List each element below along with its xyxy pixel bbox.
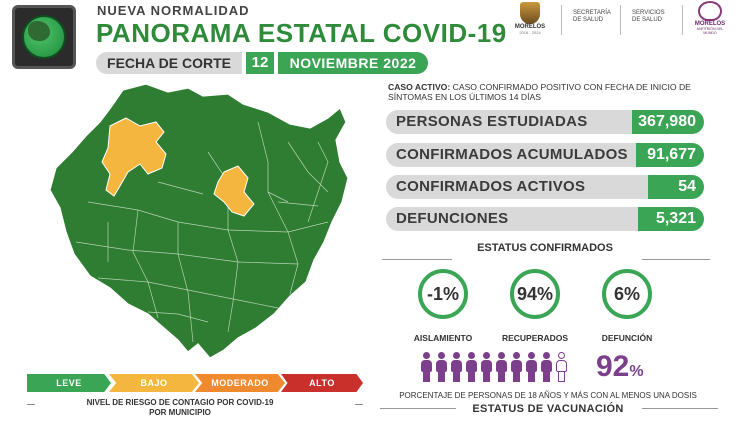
vaccination-title: ESTATUS DE VACUNACIÓN	[472, 403, 624, 415]
stat-label: CONFIRMADOS ACTIVOS	[386, 175, 648, 199]
logo-servicios: SERVICIOS DE SALUD	[632, 10, 665, 24]
risk-legend: LEVE BAJO MODERADO ALTO	[27, 374, 363, 392]
caption-divider	[355, 404, 363, 405]
stat-label: PERSONAS ESTUDIADAS	[386, 110, 632, 134]
stat-confirmados-activos: CONFIRMADOS ACTIVOS 54	[386, 175, 704, 199]
person-icon	[555, 352, 568, 382]
logo-servicios-line1: SERVICIOS	[632, 10, 665, 16]
person-icon	[465, 352, 478, 382]
status-value: -1%	[426, 284, 459, 304]
logo-morelos-period: 2018 - 2024	[519, 30, 541, 35]
logo-brand-sub: ANFITRIÓN DEL MUNDO	[696, 27, 724, 35]
status-circle-recuperados: 94%	[510, 269, 560, 319]
risk-level-leve: LEVE	[27, 374, 111, 392]
person-icon	[510, 352, 523, 382]
status-label-recuperados: RECUPERADOS	[501, 333, 569, 343]
page-title: PANORAMA ESTATAL COVID-19	[96, 18, 507, 48]
risk-level-label: MODERADO	[211, 378, 269, 388]
fecha-mes: NOVIEMBRE 2022	[278, 52, 428, 74]
vaccination-percent: 92%	[596, 350, 644, 384]
logo-secretaria-line2: DE SALUD	[573, 17, 604, 23]
stat-value: 91,677	[636, 143, 704, 167]
logo-morelos-brand: MORELOS ANFITRIÓN DEL MUNDO	[690, 1, 730, 35]
person-icon	[435, 352, 448, 382]
person-icon	[525, 352, 538, 382]
fecha-dia: 12	[246, 52, 274, 74]
traffic-light-green-icon	[12, 5, 76, 69]
section-divider	[642, 408, 718, 409]
person-icon	[495, 352, 508, 382]
status-value: 94%	[516, 284, 554, 304]
logo-secretaria: SECRETARÍA DE SALUD	[573, 10, 611, 24]
stat-value: 54	[648, 175, 704, 199]
risk-caption-text: NIVEL DE RIESGO DE CONTAGIO POR	[86, 398, 237, 407]
logo-brand-text: MORELOS	[694, 21, 726, 27]
flower-logo-icon	[698, 1, 722, 21]
risk-caption: NIVEL DE RIESGO DE CONTAGIO POR COVID-19…	[30, 398, 330, 418]
risk-level-alto: ALTO	[281, 374, 363, 392]
risk-caption-covid: COVID-19	[236, 398, 274, 407]
risk-level-label: BAJO	[140, 378, 168, 388]
map-region-bajo-1	[101, 117, 167, 197]
status-label-defuncion: DEFUNCIÓN	[601, 333, 653, 343]
stat-label: DEFUNCIONES	[386, 207, 638, 231]
logo-divider	[561, 5, 562, 35]
section-divider	[382, 259, 452, 260]
stat-personas-estudiadas: PERSONAS ESTUDIADAS 367,980	[386, 110, 704, 134]
logo-morelos-text: MORELOS	[514, 24, 546, 30]
logo-divider	[682, 5, 683, 35]
fecha-label: FECHA DE CORTE	[96, 52, 242, 74]
stat-confirmados-acumulados: CONFIRMADOS ACUMULADOS 91,677	[386, 143, 704, 167]
caso-activo-term: CASO ACTIVO:	[388, 82, 451, 92]
status-circle-aislamiento: -1%	[418, 269, 468, 319]
risk-caption-line2: POR MUNICIPIO	[149, 408, 211, 417]
estatus-title: ESTATUS CONFIRMADOS	[477, 242, 613, 254]
caso-activo-definition: CASO ACTIVO: CASO CONFIRMADO POSITIVO CO…	[388, 82, 708, 102]
person-icon	[450, 352, 463, 382]
status-label-aislamiento: AISLAMIENTO	[413, 333, 473, 343]
person-icon	[420, 352, 433, 382]
risk-level-bajo: BAJO	[109, 374, 199, 392]
status-circle-defuncion: 6%	[602, 269, 652, 319]
person-icon	[540, 352, 553, 382]
logo-divider	[620, 5, 621, 35]
logo-servicios-line2: DE SALUD	[632, 17, 663, 23]
vaccination-percent-sign: %	[629, 363, 644, 380]
status-value: 6%	[613, 284, 640, 304]
stat-value: 5,321	[638, 207, 704, 231]
caption-divider	[27, 404, 35, 405]
stat-label: CONFIRMADOS ACUMULADOS	[386, 143, 636, 167]
morelos-municipal-map	[49, 83, 349, 359]
coat-of-arms-icon	[520, 2, 540, 24]
caso-activo-text: CASO CONFIRMADO POSITIVO CON FECHA DE IN…	[388, 82, 691, 102]
section-divider	[642, 259, 710, 260]
stat-value: 367,980	[632, 110, 704, 134]
person-icon	[480, 352, 493, 382]
map-region-bajo-2	[213, 165, 255, 217]
risk-level-label: LEVE	[56, 378, 82, 388]
logo-secretaria-line1: SECRETARÍA	[573, 10, 611, 16]
risk-level-moderado: MODERADO	[195, 374, 285, 392]
vaccination-percent-number: 92	[596, 350, 630, 383]
map-state-shape	[49, 83, 349, 359]
risk-level-label: ALTO	[309, 378, 335, 388]
stat-defunciones: DEFUNCIONES 5,321	[386, 207, 704, 231]
kicker-text: NUEVA NORMALIDAD	[97, 3, 250, 18]
state-silhouette-icon	[28, 21, 50, 41]
section-divider	[380, 408, 456, 409]
vaccination-description: PORCENTAJE DE PERSONAS DE 18 AÑOS Y MÁS …	[399, 391, 697, 400]
logo-morelos: MORELOS 2018 - 2024	[508, 2, 552, 35]
